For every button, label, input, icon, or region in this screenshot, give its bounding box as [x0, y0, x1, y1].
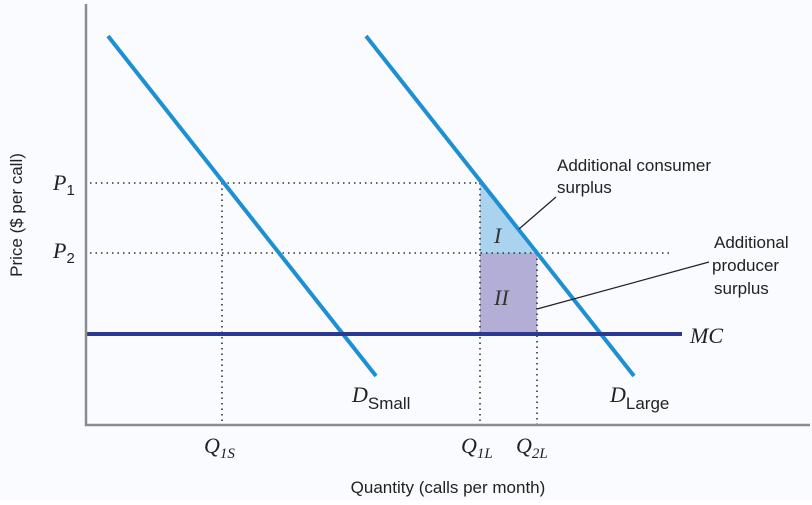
y-axis-label: Price ($ per call) — [7, 153, 26, 277]
d-large-curve — [364, 34, 636, 378]
d-small-label: DSmall — [351, 382, 410, 413]
region-ii-shade — [480, 253, 537, 334]
producer-surplus-leader — [536, 261, 710, 310]
region-i-label: I — [493, 223, 503, 248]
producer-surplus-annotation: Additional producer surplus — [712, 233, 793, 298]
region-ii-label: II — [493, 285, 510, 310]
consumer-surplus-annotation: Additional consumer surplus — [557, 156, 716, 197]
q1l-label: Q1L — [461, 433, 493, 462]
mc-label: MC — [689, 323, 723, 348]
p1-label: P1 — [52, 170, 75, 199]
x-axis-label: Quantity (calls per month) — [351, 478, 546, 497]
d-large-label: DLarge — [609, 382, 669, 413]
d-small-curve — [106, 34, 378, 378]
consumer-surplus-leader — [518, 196, 557, 230]
p2-label: P2 — [52, 238, 75, 267]
q1s-label: Q1S — [204, 433, 235, 462]
q2l-label: Q2L — [516, 433, 548, 462]
